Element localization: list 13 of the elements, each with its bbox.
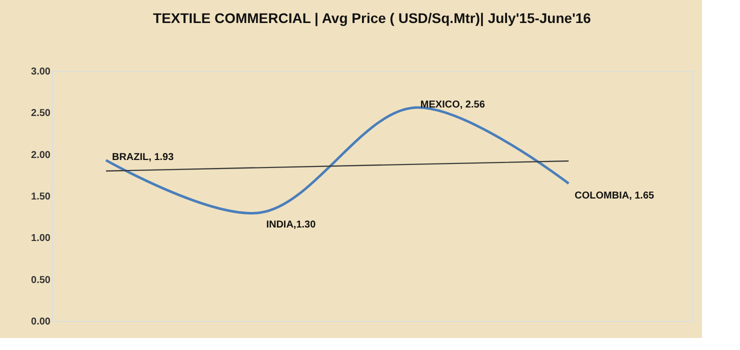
y-tick-label: 1.00 [31,233,51,244]
y-tick-label: 2.00 [31,150,51,161]
category-label: MEXICO, 2.56 [420,100,485,111]
category-label: BRAZIL, 1.93 [112,152,174,164]
category-label: COLOMBIA, 1.65 [574,190,654,202]
y-tick-label: 0.00 [31,316,51,328]
category-label: INDIA,1.30 [266,220,316,231]
chart-title: TEXTILE COMMERCIAL | Avg Price ( USD/Sq.Mtr)| July'15-June'16 [153,10,592,27]
y-tick-label: 3.00 [31,66,51,78]
y-tick-label: 2.50 [31,108,51,120]
y-tick-label: 0.50 [31,274,51,286]
y-tick-label: 1.50 [31,192,51,202]
line-series [105,160,570,172]
